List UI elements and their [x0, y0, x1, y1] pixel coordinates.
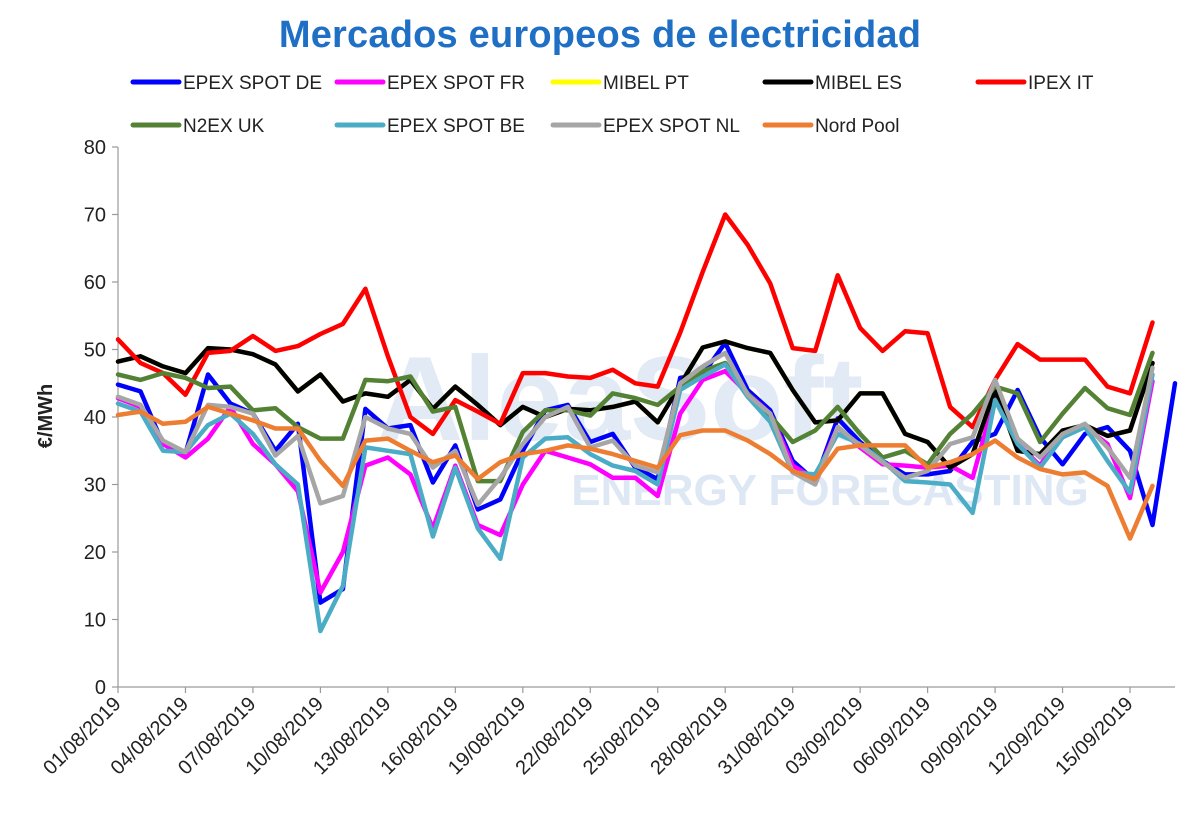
y-tick-label: 10	[84, 610, 106, 632]
series-line-n2ex-uk	[115, 350, 1155, 484]
y-tick-label: 60	[84, 272, 106, 294]
legend-label-nord-pool: Nord Pool	[815, 116, 900, 137]
legend-label-epex-spot-be: EPEX SPOT BE	[387, 116, 525, 137]
series-line-mibel-es	[115, 339, 1155, 470]
series-line-epex-spot-nl	[115, 350, 1155, 508]
series-line-epex-spot-be	[115, 362, 1155, 634]
y-tick-label: 0	[95, 677, 106, 699]
legend-label-epex-spot-fr: EPEX SPOT FR	[387, 73, 525, 94]
series-line-nord-pool	[115, 404, 1155, 541]
y-tick-label: 70	[84, 205, 106, 227]
y-tick-label: 80	[84, 137, 106, 159]
y-tick-label: 50	[84, 340, 106, 362]
legend-label-epex-spot-de: EPEX SPOT DE	[183, 73, 322, 94]
legend-label-ipex-it: IPEX IT	[1028, 73, 1094, 94]
legend-label-mibel-pt: MIBEL PT	[603, 73, 689, 94]
chart-title: Mercados europeos de electricidad	[278, 14, 922, 56]
y-tick-label: 20	[84, 542, 106, 564]
legend-label-mibel-es: MIBEL ES	[815, 73, 902, 94]
axes: 0102030405060708001/08/201904/08/201907/…	[39, 137, 1175, 779]
y-axis-label: €/MWh	[35, 384, 57, 448]
legend: EPEX SPOT DE EPEX SPOT FR MIBEL PT MIBEL ES…	[130, 73, 1094, 137]
series-group	[115, 212, 1178, 634]
legend-label-epex-spot-nl: EPEX SPOT NL	[603, 116, 740, 137]
legend-label-n2ex-uk: N2EX UK	[183, 116, 265, 137]
y-tick-label: 40	[84, 407, 106, 429]
y-tick-label: 30	[84, 475, 106, 497]
series-line-ipex-it	[115, 212, 1155, 437]
